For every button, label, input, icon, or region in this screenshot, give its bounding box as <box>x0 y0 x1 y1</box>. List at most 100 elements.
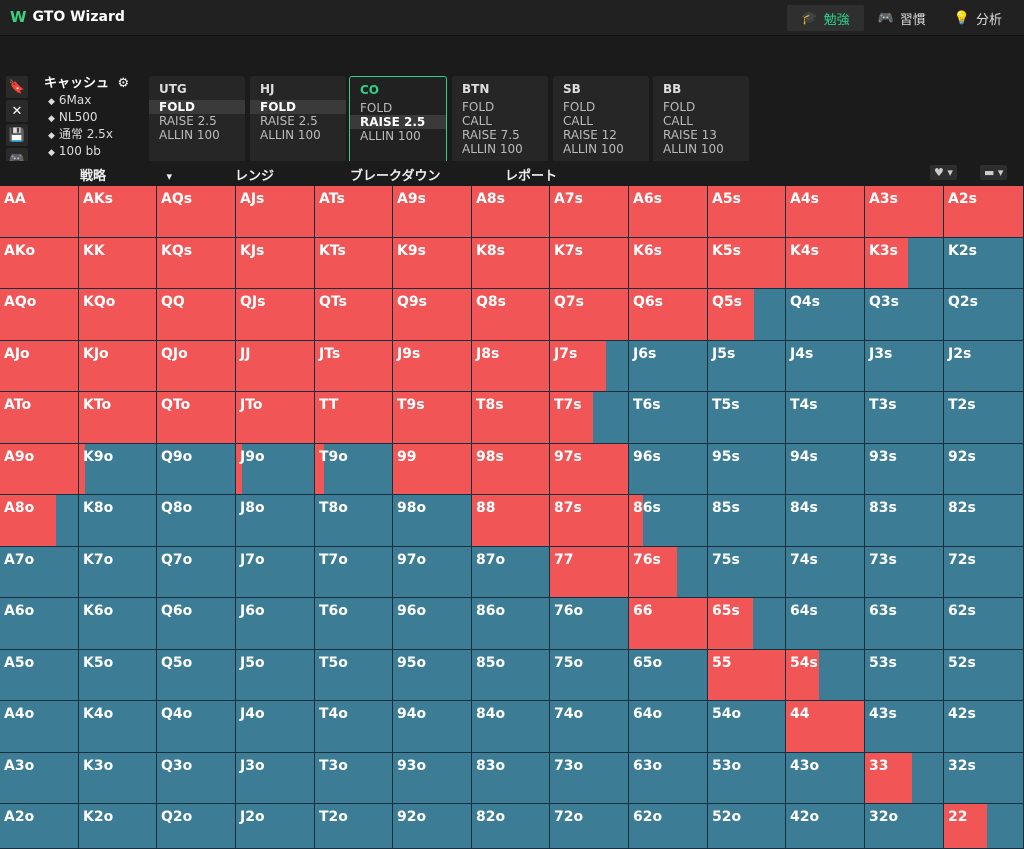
hand-cell[interactable]: 92o <box>393 804 472 849</box>
hand-cell[interactable]: K3s <box>865 238 944 289</box>
hand-cell[interactable]: 43o <box>786 753 865 804</box>
hand-cell[interactable]: J9s <box>393 341 472 392</box>
hand-cell[interactable]: J7s <box>550 341 629 392</box>
hand-cell[interactable]: A7o <box>0 547 79 598</box>
hand-cell[interactable]: 63s <box>865 598 944 650</box>
hand-cell[interactable]: 86o <box>472 598 550 650</box>
hand-cell[interactable]: 64s <box>786 598 865 650</box>
nav-item-0[interactable]: 🎓 勉強 <box>787 5 864 31</box>
hand-cell[interactable]: 42o <box>786 804 865 849</box>
hand-cell[interactable]: A3s <box>865 186 944 238</box>
action-option[interactable]: ALLIN 100 <box>260 128 321 142</box>
action-option[interactable]: FOLD <box>149 100 245 114</box>
hand-cell[interactable]: J9o <box>236 444 315 495</box>
hand-cell[interactable]: J8o <box>236 495 315 547</box>
hand-cell[interactable]: 92s <box>944 444 1024 495</box>
hand-cell[interactable]: K9o <box>79 444 157 495</box>
hand-cell[interactable]: 98o <box>393 495 472 547</box>
hand-cell[interactable]: K8o <box>79 495 157 547</box>
hand-cell[interactable]: 84o <box>472 701 550 753</box>
hand-cell[interactable]: Q4s <box>786 289 865 341</box>
hand-cell[interactable]: Q5o <box>157 650 236 701</box>
action-option[interactable]: ALLIN 100 <box>663 142 724 156</box>
hand-cell[interactable]: 53s <box>865 650 944 701</box>
hand-cell[interactable]: 94o <box>393 701 472 753</box>
hand-cell[interactable]: 44 <box>786 701 865 753</box>
hand-cell[interactable]: A5o <box>0 650 79 701</box>
display-dropdown[interactable]: ▬ ▾ <box>980 165 1008 180</box>
hand-cell[interactable]: KK <box>79 238 157 289</box>
action-option[interactable]: CALL <box>462 114 492 128</box>
hand-cell[interactable]: 94s <box>786 444 865 495</box>
hand-cell[interactable]: Q8s <box>472 289 550 341</box>
hand-cell[interactable]: 72o <box>550 804 629 849</box>
hand-cell[interactable]: 32s <box>944 753 1024 804</box>
hand-cell[interactable]: J2o <box>236 804 315 849</box>
chevron-down-icon[interactable]: ▾ <box>166 170 173 183</box>
hand-cell[interactable]: Q3s <box>865 289 944 341</box>
tab-report[interactable]: レポート <box>505 169 558 184</box>
hand-cell[interactable]: TT <box>315 392 393 444</box>
hand-cell[interactable]: A4s <box>786 186 865 238</box>
hand-cell[interactable]: ATs <box>315 186 393 238</box>
action-option[interactable]: FOLD <box>462 100 495 114</box>
hand-cell[interactable]: AQs <box>157 186 236 238</box>
hand-cell[interactable]: 42s <box>944 701 1024 753</box>
hand-cell[interactable]: 86s <box>629 495 708 547</box>
action-option[interactable]: FOLD <box>663 100 696 114</box>
hand-cell[interactable]: Q9o <box>157 444 236 495</box>
hand-cell[interactable]: T8o <box>315 495 393 547</box>
hand-cell[interactable]: 43s <box>865 701 944 753</box>
hand-cell[interactable]: 87o <box>472 547 550 598</box>
hand-cell[interactable]: 99 <box>393 444 472 495</box>
action-option[interactable]: RAISE 7.5 <box>462 128 520 142</box>
hand-cell[interactable]: ATo <box>0 392 79 444</box>
hand-cell[interactable]: 22 <box>944 804 1024 849</box>
hand-cell[interactable]: J5o <box>236 650 315 701</box>
hand-cell[interactable]: Q8o <box>157 495 236 547</box>
hand-cell[interactable]: KJs <box>236 238 315 289</box>
action-option[interactable]: ALLIN 100 <box>360 129 421 143</box>
hand-cell[interactable]: A6s <box>629 186 708 238</box>
hand-cell[interactable]: A5s <box>708 186 786 238</box>
action-option[interactable]: FOLD <box>250 100 346 114</box>
hand-cell[interactable]: KJo <box>79 341 157 392</box>
hand-cell[interactable]: J6s <box>629 341 708 392</box>
hand-cell[interactable]: 85o <box>472 650 550 701</box>
hand-cell[interactable]: 55 <box>708 650 786 701</box>
hand-cell[interactable]: A7s <box>550 186 629 238</box>
hand-cell[interactable]: 65s <box>708 598 786 650</box>
hand-cell[interactable]: A9s <box>393 186 472 238</box>
hand-cell[interactable]: 83o <box>472 753 550 804</box>
hand-cell[interactable]: 87s <box>550 495 629 547</box>
hand-cell[interactable]: QTo <box>157 392 236 444</box>
hand-cell[interactable]: K6s <box>629 238 708 289</box>
action-option[interactable]: RAISE 13 <box>663 128 717 142</box>
hand-cell[interactable]: K4s <box>786 238 865 289</box>
hand-cell[interactable]: Q6s <box>629 289 708 341</box>
hand-cell[interactable]: A2s <box>944 186 1024 238</box>
nav-item-2[interactable]: 💡 分析 <box>940 5 1016 31</box>
action-option[interactable]: RAISE 12 <box>563 128 617 142</box>
action-option[interactable]: RAISE 2.5 <box>260 114 318 128</box>
hand-cell[interactable]: T7o <box>315 547 393 598</box>
hand-cell[interactable]: 76s <box>629 547 708 598</box>
hand-cell[interactable]: AA <box>0 186 79 238</box>
hand-cell[interactable]: 74o <box>550 701 629 753</box>
hand-cell[interactable]: J3o <box>236 753 315 804</box>
nav-item-1[interactable]: 🎮 習慣 <box>864 5 940 31</box>
hand-cell[interactable]: T9s <box>393 392 472 444</box>
hand-cell[interactable]: Q7s <box>550 289 629 341</box>
hand-cell[interactable]: Q6o <box>157 598 236 650</box>
hand-cell[interactable]: T4s <box>786 392 865 444</box>
gear-icon[interactable]: ⚙ <box>117 76 130 91</box>
hand-cell[interactable]: 52s <box>944 650 1024 701</box>
hand-cell[interactable]: 85s <box>708 495 786 547</box>
hand-cell[interactable]: T8s <box>472 392 550 444</box>
hand-cell[interactable]: 33 <box>865 753 944 804</box>
hand-cell[interactable]: 76o <box>550 598 629 650</box>
action-option[interactable]: RAISE 2.5 <box>350 115 446 129</box>
hand-cell[interactable]: 62o <box>629 804 708 849</box>
hand-cell[interactable]: T2s <box>944 392 1024 444</box>
hand-cell[interactable]: 75o <box>550 650 629 701</box>
